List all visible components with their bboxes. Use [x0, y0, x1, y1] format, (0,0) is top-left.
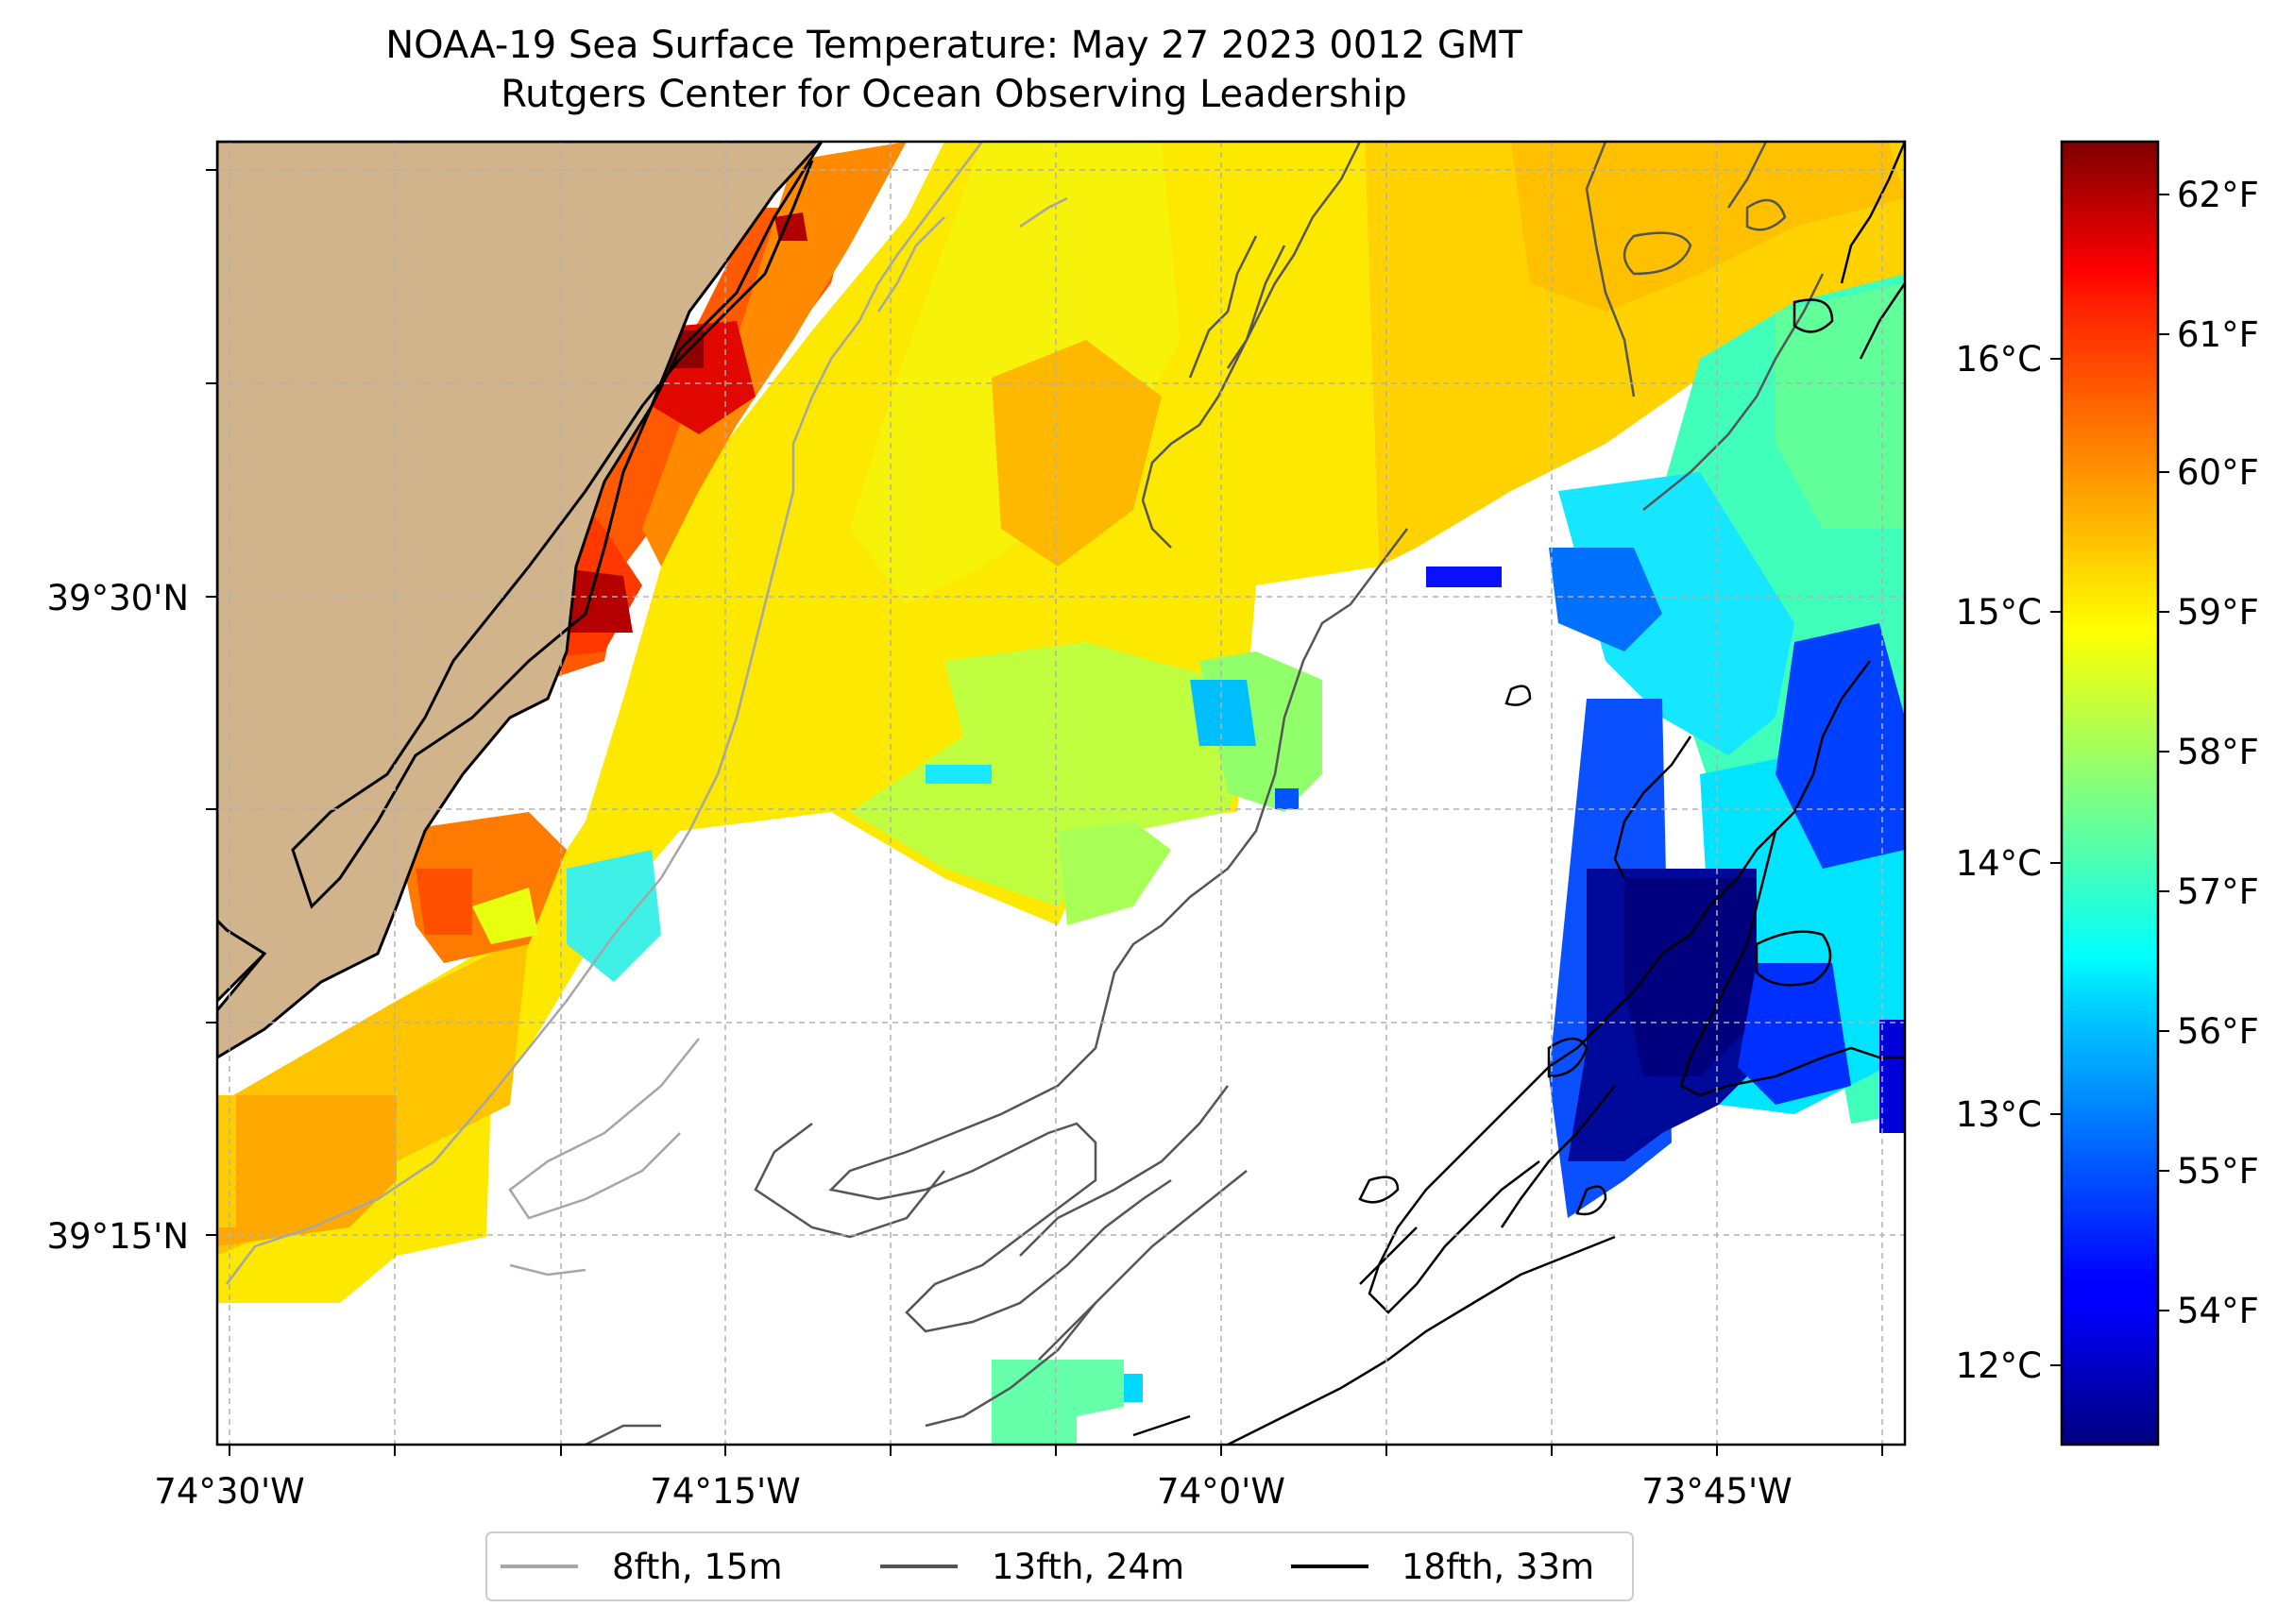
contour-8fth	[226, 142, 1068, 1285]
lon-tick-label: 74°0'W	[1157, 1471, 1285, 1512]
gridlines	[217, 142, 1905, 1445]
lon-tick-label: 74°15'W	[650, 1471, 800, 1512]
barrier-islands	[291, 142, 824, 909]
fahrenheit-tick-label: 55°F	[2177, 1151, 2259, 1192]
fahrenheit-tick-label: 60°F	[2177, 452, 2259, 493]
map-title: NOAA-19 Sea Surface Temperature: May 27 …	[385, 24, 1522, 67]
sst-raster	[217, 142, 1905, 1445]
fahrenheit-tick-label: 61°F	[2177, 314, 2259, 355]
lon-tick-labels: 74°30'W 74°15'W 74°0'W 73°45'W	[154, 1471, 1792, 1512]
fahrenheit-tick-label: 56°F	[2177, 1011, 2259, 1052]
contour-legend: 8fth, 15m 13fth, 24m 18fth, 33m	[485, 1531, 1634, 1601]
land-mainland	[217, 142, 824, 1059]
map-panel: 74°30'W 74°15'W 74°0'W 73°45'W 39°30'N 3…	[46, 140, 1907, 1512]
fahrenheit-tick-label: 59°F	[2177, 592, 2259, 633]
title-block: NOAA-19 Sea Surface Temperature: May 27 …	[0, 21, 1908, 119]
lon-tick-label: 73°45'W	[1641, 1471, 1792, 1512]
colorbar-fahrenheit-labels: 62°F 61°F 60°F 59°F 58°F 57°F 56°F 55°F …	[2177, 175, 2259, 1331]
celsius-tick-label: 12°C	[1956, 1345, 2042, 1386]
celsius-tick-label: 15°C	[1956, 592, 2042, 633]
contour-18fth	[1132, 142, 1905, 1445]
legend-box	[485, 1531, 1634, 1601]
colorbar-gradient	[2060, 140, 2160, 1446]
map-frame	[215, 140, 1907, 1446]
colorbar-celsius-labels: 16°C 15°C 14°C 13°C 12°C	[1956, 339, 2042, 1386]
fahrenheit-tick-label: 57°F	[2177, 871, 2259, 912]
celsius-tick-label: 16°C	[1956, 339, 2042, 380]
legend-label-13fth: 13fth, 24m	[992, 1547, 1184, 1587]
fahrenheit-tick-label: 54°F	[2177, 1291, 2259, 1331]
celsius-tick-label: 14°C	[1956, 843, 2042, 884]
map-subtitle: Rutgers Center for Ocean Observing Leade…	[501, 73, 1407, 116]
contour-13fth	[585, 142, 1825, 1445]
fahrenheit-tick-label: 62°F	[2177, 175, 2259, 215]
lat-tick-labels: 39°30'N 39°15'N	[46, 578, 189, 1257]
land	[217, 142, 824, 1059]
axis-ticks	[206, 169, 1883, 1456]
lat-tick-label: 39°15'N	[46, 1216, 189, 1257]
lon-tick-label: 74°30'W	[154, 1471, 304, 1512]
legend-label-8fth: 8fth, 15m	[612, 1547, 783, 1587]
colorbar: 16°C 15°C 14°C 13°C 12°C 62°F 61°F 60°F …	[1956, 140, 2259, 1446]
lat-tick-label: 39°30'N	[46, 578, 189, 618]
legend-label-18fth: 18fth, 33m	[1402, 1547, 1594, 1587]
fahrenheit-tick-label: 58°F	[2177, 732, 2259, 772]
celsius-tick-label: 13°C	[1956, 1094, 2042, 1135]
